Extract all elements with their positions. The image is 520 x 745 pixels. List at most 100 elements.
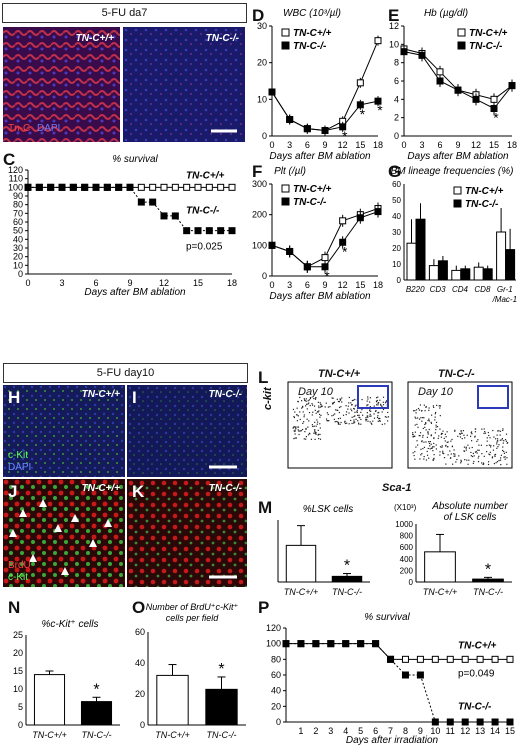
y-tick-label: 10 xyxy=(389,39,399,49)
flow-event xyxy=(351,404,353,406)
y-tick-label: 20 xyxy=(271,701,281,711)
flow-event xyxy=(497,430,499,432)
flow-event xyxy=(421,420,423,422)
flow-event xyxy=(496,441,498,443)
flow-event xyxy=(351,399,353,402)
flow-event xyxy=(319,416,321,418)
flow-event xyxy=(356,409,358,411)
flow-event xyxy=(316,419,318,421)
chart-title: Plt (/µl) xyxy=(274,166,306,177)
flow-event xyxy=(454,430,456,432)
data-point-1 xyxy=(321,127,329,134)
y-tick-label: 5 xyxy=(18,702,23,712)
flow-event xyxy=(341,401,343,403)
category-label: TN-C-/- xyxy=(332,587,362,597)
flow-event xyxy=(367,396,369,398)
flow-event xyxy=(477,439,479,441)
x-tick-label: 10 xyxy=(430,726,440,736)
flow-event xyxy=(486,437,488,439)
flow-event xyxy=(468,459,470,461)
legend-swatch xyxy=(281,41,290,50)
flow-event xyxy=(423,455,425,458)
data-point-1 xyxy=(92,183,100,191)
data-point-0 xyxy=(217,183,225,191)
category-label: TN-C+/+ xyxy=(155,730,190,740)
panel-letter-i: I xyxy=(132,388,137,407)
flow-event xyxy=(470,435,472,437)
panel-letter-j: J xyxy=(8,482,18,501)
flow-event xyxy=(353,415,355,418)
flow-event xyxy=(487,463,490,466)
flow-event xyxy=(335,420,337,423)
micrograph-h-genotype: TN-C+/+ xyxy=(81,389,120,400)
flow-event xyxy=(474,435,476,437)
y-tick-label: 0 xyxy=(397,276,402,285)
flow-event xyxy=(378,417,380,420)
x-tick-label: 12 xyxy=(460,726,470,736)
data-point-1 xyxy=(436,77,444,85)
flow-event xyxy=(315,433,317,435)
flow-event xyxy=(375,397,378,399)
flow-event xyxy=(487,431,489,434)
y-tick-label: 60 xyxy=(271,670,281,680)
significance-star: * xyxy=(485,561,491,578)
flow-event xyxy=(339,423,341,425)
flow-event xyxy=(425,459,428,461)
flow-event xyxy=(430,447,433,449)
flow-event xyxy=(342,414,345,416)
flow-event xyxy=(439,407,441,409)
flow-event xyxy=(443,453,445,455)
data-point-1 xyxy=(387,655,395,663)
flow-event xyxy=(442,450,444,452)
flow-event xyxy=(496,447,498,449)
flow-event xyxy=(435,428,437,431)
flow-event xyxy=(360,423,362,425)
flow-event xyxy=(425,429,427,431)
flow-event xyxy=(499,459,502,461)
flow-event xyxy=(302,406,304,408)
y-tick-label: 80 xyxy=(271,654,281,664)
significance-star: * xyxy=(93,681,99,698)
flow-event xyxy=(447,441,449,443)
flow-event xyxy=(353,419,355,421)
y-tick-label: 110 xyxy=(9,174,23,184)
flow-event xyxy=(494,453,497,456)
flow-event xyxy=(428,407,430,409)
flow-event xyxy=(326,420,328,422)
flow-event xyxy=(313,405,316,407)
flow-event xyxy=(367,404,369,406)
chart-title-line: Number of BrdU⁺c-Kit⁺ xyxy=(146,602,239,612)
flow-event xyxy=(463,434,465,436)
y-tick-label: 30 xyxy=(392,228,401,237)
flow-event xyxy=(354,415,356,417)
flow-event xyxy=(302,411,304,413)
data-point-1 xyxy=(303,125,311,133)
chart-m-brdu-ckit: Number of BrdU⁺c-Kit⁺cells per field 0 20 4… xyxy=(135,602,246,740)
flow-event xyxy=(307,426,309,428)
y-tick-label: 300 xyxy=(252,179,267,189)
flow-event xyxy=(378,411,380,414)
flow-event xyxy=(371,423,373,425)
flow-event xyxy=(489,437,491,439)
flow-event xyxy=(433,442,435,445)
flow-event xyxy=(428,409,430,411)
flow-event xyxy=(294,426,296,428)
flow-event xyxy=(296,420,298,422)
legend-entry: TN-C+/+ xyxy=(293,184,332,195)
flow-event xyxy=(294,430,296,433)
x-tick-label: 15 xyxy=(355,280,365,290)
flow-event xyxy=(382,408,385,411)
data-point-1 xyxy=(372,640,380,648)
flow-event xyxy=(430,434,432,436)
flow-event xyxy=(333,418,335,420)
flow-event xyxy=(460,459,462,461)
bar-0 xyxy=(473,266,484,281)
flow-event xyxy=(477,460,480,463)
data-point-0 xyxy=(171,183,179,191)
x-tick-label: 6 xyxy=(373,726,378,736)
y-tick-label: 2 xyxy=(394,113,399,123)
chart-g-lineage: BM lineage frequencies (%) 0 10 20 30 40 50 60 B… xyxy=(391,166,517,302)
data-point-1 xyxy=(47,183,55,191)
flow-event xyxy=(331,415,333,417)
